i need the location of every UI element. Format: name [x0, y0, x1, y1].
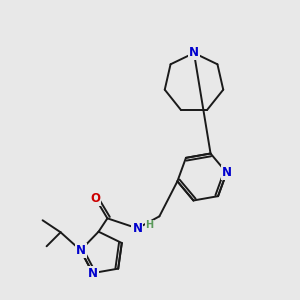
Text: H: H — [145, 220, 153, 230]
Text: N: N — [222, 166, 232, 179]
Text: N: N — [132, 222, 142, 235]
Text: O: O — [90, 192, 100, 205]
Text: N: N — [88, 267, 98, 280]
Text: N: N — [189, 46, 199, 59]
Text: N: N — [76, 244, 85, 257]
